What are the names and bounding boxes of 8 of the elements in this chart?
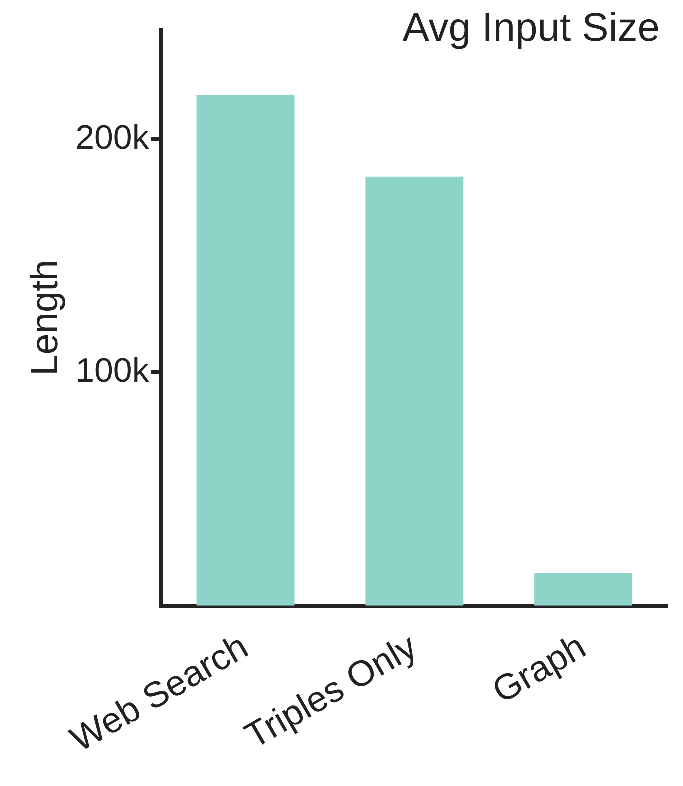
y-tick-label: 100k — [76, 352, 150, 390]
y-axis-title: Length — [24, 260, 66, 376]
y-tick-label: 200k — [76, 118, 150, 157]
bar — [534, 573, 633, 606]
bar — [196, 95, 295, 606]
bar — [366, 176, 464, 606]
x-tick-label: Graph — [485, 626, 593, 712]
chart-title: Avg Input Size — [402, 6, 660, 50]
